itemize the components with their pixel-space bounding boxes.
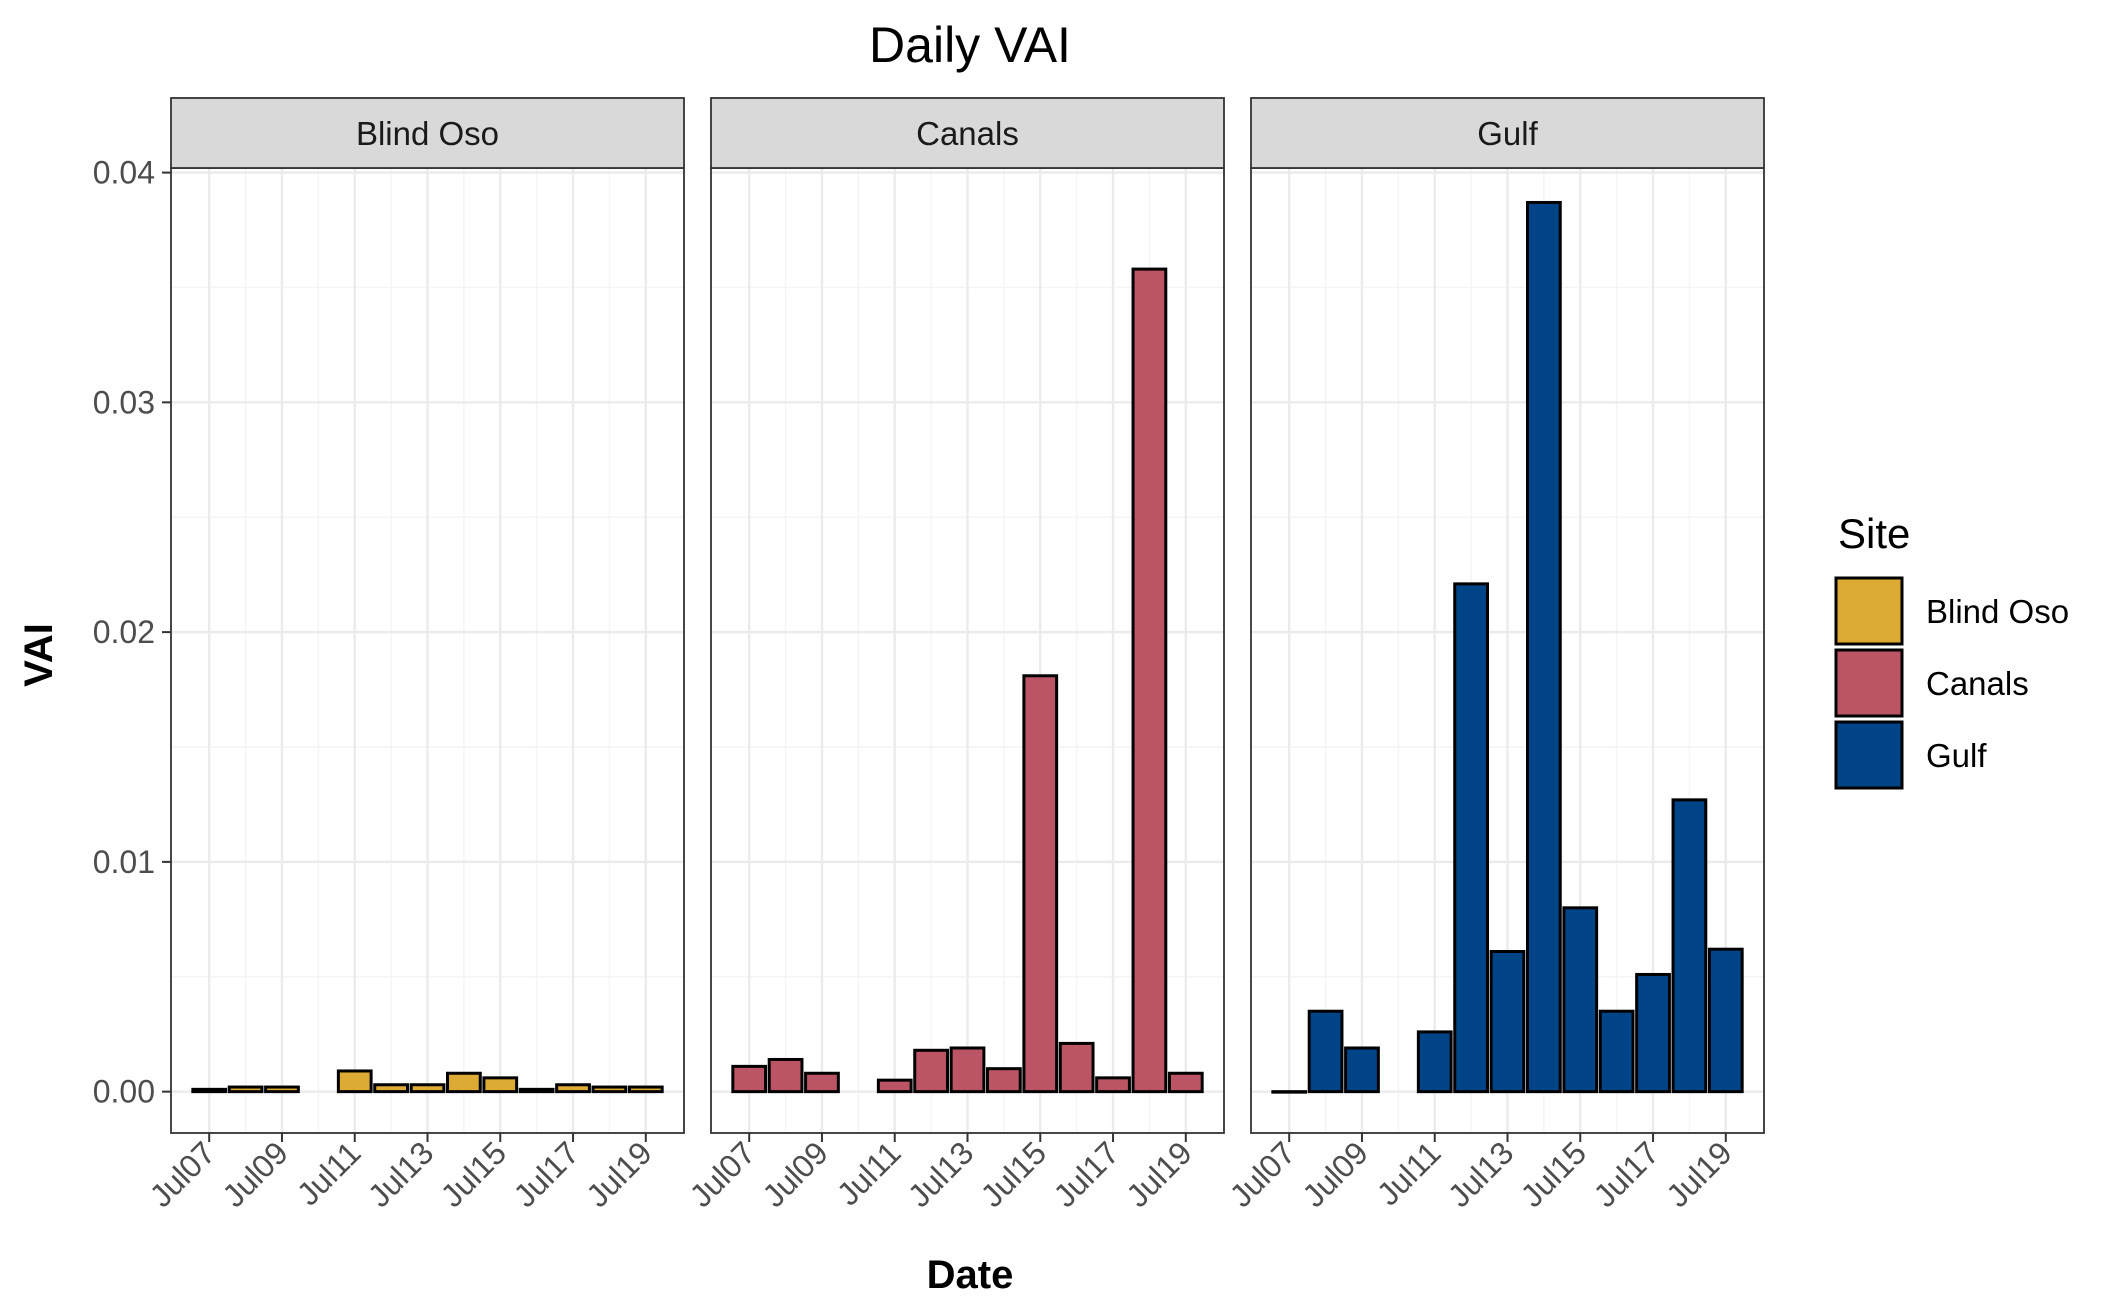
x-axis-title: Date [927, 1253, 1014, 1297]
bar-blind-oso-jul11 [336, 1069, 373, 1094]
bar-canals-jul14 [986, 1067, 1022, 1094]
facet-strip [710, 97, 1225, 169]
y-tick-label: 0.02 [93, 614, 155, 650]
facet-panels: Blind OsoJul07Jul09Jul11Jul13Jul15Jul17J… [143, 97, 1765, 1214]
bar-blind-oso-jul13 [409, 1083, 446, 1094]
bar-blind-oso-jul08 [227, 1085, 264, 1094]
bar-gulf-jul08 [1307, 1009, 1344, 1094]
bar-gulf-jul12 [1453, 582, 1489, 1094]
bar-blind-oso-jul07 [191, 1087, 228, 1094]
facet-strip-label: Canals [916, 115, 1019, 152]
legend-items: Blind Oso Canals Gulf [1834, 576, 2069, 790]
bar-canals-jul15 [1022, 674, 1059, 1094]
y-axis: 0.00 0.01 0.02 0.03 0.04 [93, 155, 171, 1110]
legend-title: Site [1838, 510, 1910, 557]
legend-key-canals [1834, 648, 1904, 718]
legend-label: Blind Oso [1926, 593, 2069, 630]
bar-gulf-jul13 [1489, 949, 1526, 1094]
bar-gulf-jul09 [1344, 1046, 1380, 1094]
bar-gulf-jul17 [1635, 972, 1671, 1094]
facet-strip-label: Gulf [1477, 115, 1538, 152]
bar-blind-oso-jul14 [446, 1071, 482, 1094]
legend-label: Canals [1926, 665, 2029, 702]
facet-strip [1250, 97, 1765, 169]
bar-gulf-jul14 [1526, 200, 1562, 1094]
y-axis-title: VAI [17, 623, 61, 687]
legend: Site Blind Oso Canals Gulf [1834, 510, 2069, 790]
bar-canals-jul07 [731, 1064, 768, 1094]
bar-canals-jul16 [1058, 1041, 1095, 1094]
bar-blind-oso-jul17 [555, 1083, 591, 1094]
bar-gulf-jul18 [1671, 798, 1708, 1094]
facet-strip [170, 97, 685, 169]
bar-blind-oso-jul15 [482, 1076, 519, 1094]
bar-canals-jul12 [913, 1048, 949, 1094]
bar-blind-oso-jul12 [373, 1083, 409, 1094]
bar-canals-jul11 [876, 1078, 913, 1094]
y-tick-label: 0.04 [93, 155, 155, 191]
legend-key-blind-oso [1834, 576, 1904, 646]
y-tick-label: 0.01 [93, 844, 155, 880]
facet-panel-blind-oso: Blind OsoJul07Jul09Jul11Jul13Jul15Jul17J… [143, 97, 685, 1214]
legend-key-gulf [1834, 720, 1904, 790]
bar-canals-jul18 [1131, 267, 1168, 1094]
facet-panel-canals: CanalsJul07Jul09Jul11Jul13Jul15Jul17Jul1… [683, 97, 1225, 1214]
facet-strip-label: Blind Oso [356, 115, 499, 152]
bar-blind-oso-jul16 [518, 1087, 555, 1094]
y-tick-label: 0.00 [93, 1074, 155, 1110]
legend-label: Gulf [1926, 737, 1987, 774]
bar-blind-oso-jul18 [591, 1085, 628, 1094]
bar-gulf-jul16 [1598, 1009, 1635, 1094]
bar-blind-oso-jul09 [264, 1085, 300, 1094]
bar-canals-jul08 [767, 1057, 804, 1094]
bar-canals-jul09 [804, 1071, 840, 1094]
bar-canals-jul17 [1095, 1076, 1131, 1094]
bar-gulf-jul11 [1416, 1030, 1453, 1094]
bar-gulf-jul15 [1562, 906, 1599, 1094]
bar-canals-jul13 [949, 1046, 986, 1094]
bar-canals-jul19 [1167, 1071, 1204, 1094]
chart-title: Daily VAI [869, 17, 1071, 73]
bar-gulf-jul07 [1271, 1090, 1308, 1094]
bar-gulf-jul19 [1707, 947, 1744, 1094]
y-tick-label: 0.03 [93, 384, 155, 420]
bar-blind-oso-jul19 [627, 1085, 664, 1094]
